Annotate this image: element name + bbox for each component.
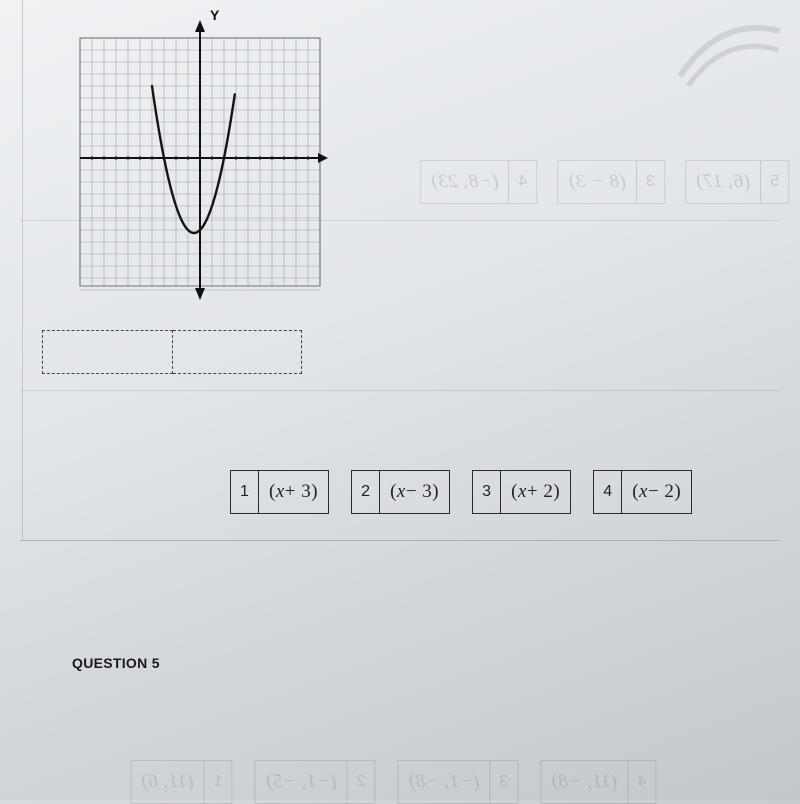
y-arrow-down [195, 288, 205, 300]
answer-slots [42, 330, 302, 374]
y-arrow-up [195, 20, 205, 32]
option-expression: (x − 3) [380, 471, 449, 513]
section-divider [20, 540, 780, 541]
option-2[interactable]: 2 (x − 3) [351, 470, 450, 514]
faint-rule-2 [20, 390, 780, 391]
answer-slot-1[interactable] [42, 330, 173, 374]
option-4[interactable]: 4 (x − 2) [593, 470, 692, 514]
option-number: 4 [594, 471, 622, 513]
bleed-through-options-bottom: 4(11, −8) 3(−1, −8) 2(−1, −5) 1(11, 6) [130, 760, 656, 804]
bleed-through-options-top: 5(6, 17) 3(8 − 3) 4(−8, 23) [420, 160, 789, 204]
option-number: 3 [473, 471, 501, 513]
ghost-opt: 5(6, 17) [685, 160, 789, 204]
next-question-heading: QUESTION 5 [72, 655, 160, 671]
ghost-opt: 1(11, 6) [130, 760, 233, 804]
answer-slot-2[interactable] [173, 330, 303, 374]
graph: Y [60, 8, 340, 308]
x-arrow-right [318, 153, 328, 163]
page-smudge [670, 6, 790, 96]
ghost-opt: 4(−8, 23) [420, 160, 537, 204]
option-1[interactable]: 1 (x + 3) [230, 470, 329, 514]
option-expression: (x + 3) [259, 471, 328, 513]
ghost-opt: 4(11, −8) [540, 760, 656, 804]
left-rule [22, 0, 23, 540]
ghost-opt: 2(−1, −5) [255, 760, 376, 804]
option-expression: (x − 2) [622, 471, 691, 513]
option-expression: (x + 2) [501, 471, 570, 513]
option-number: 1 [231, 471, 259, 513]
worksheet-page: Y 5(6, 17) 3(8 − 3) 4(−8, 23) [0, 0, 800, 800]
ghost-opt: 3(−1, −8) [398, 760, 519, 804]
option-number: 2 [352, 471, 380, 513]
options-row: 1 (x + 3) 2 (x − 3) 3 (x + 2) 4 (x − 2) [230, 470, 692, 514]
y-axis-label: Y [210, 8, 220, 23]
ghost-opt: 3(8 − 3) [557, 160, 664, 204]
graph-svg: Y [60, 8, 340, 308]
parabola-curve [152, 86, 235, 233]
option-3[interactable]: 3 (x + 2) [472, 470, 571, 514]
